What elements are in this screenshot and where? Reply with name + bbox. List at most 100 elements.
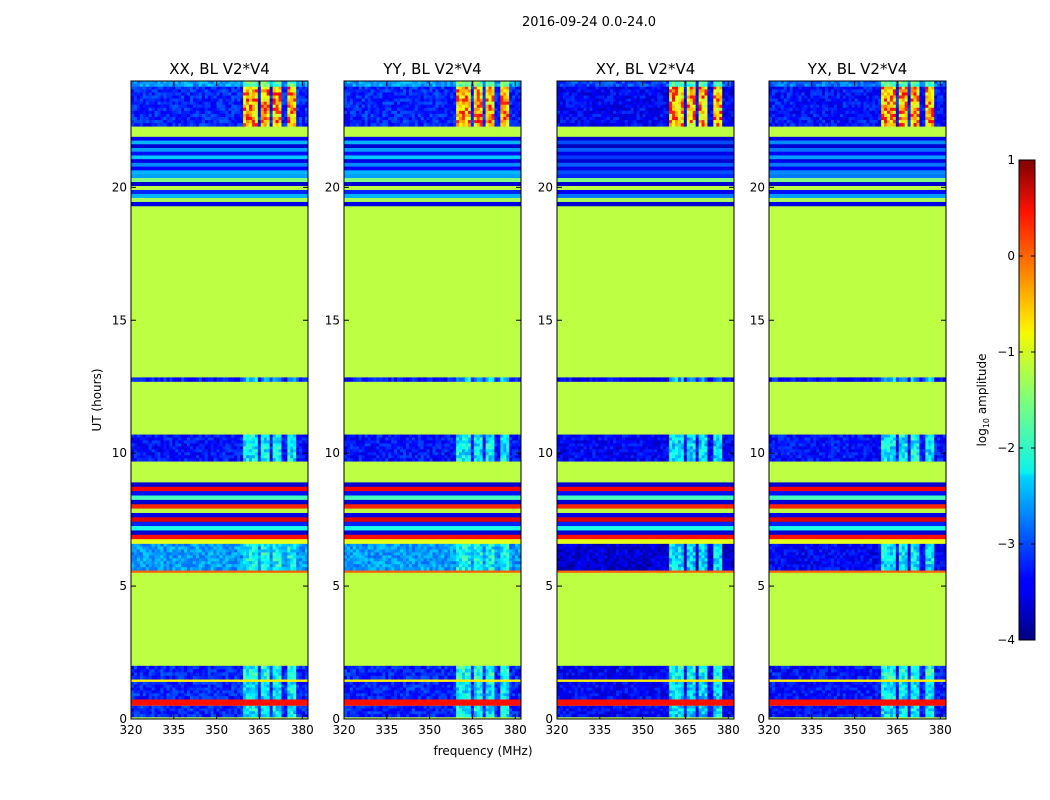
- pixel: [281, 672, 285, 677]
- pixel: [364, 714, 368, 718]
- pixel: [299, 549, 303, 553]
- pixel: [379, 564, 383, 568]
- pixel: [497, 377, 501, 382]
- pixel: [512, 696, 516, 700]
- pixel: [136, 705, 141, 709]
- pixel: [157, 95, 161, 99]
- pixel: [190, 452, 194, 456]
- stripe: [344, 136, 521, 141]
- pixel: [251, 561, 256, 565]
- pixel: [453, 549, 457, 553]
- pixel: [142, 110, 147, 115]
- pixel: [254, 693, 259, 697]
- pixel: [187, 672, 191, 677]
- pixel: [426, 558, 430, 562]
- pixel: [403, 437, 407, 441]
- pixel: [512, 543, 516, 547]
- pixel: [441, 452, 445, 456]
- pixel: [355, 546, 360, 550]
- pixel: [190, 665, 194, 670]
- pixel: [287, 564, 291, 568]
- pixel: [284, 123, 288, 127]
- pixel: [346, 696, 351, 700]
- pixel: [435, 681, 439, 686]
- pixel: [470, 437, 475, 441]
- pixel: [198, 669, 203, 673]
- pixel: [136, 113, 141, 118]
- pixel: [178, 95, 182, 99]
- pixel: [169, 123, 173, 127]
- pixel: [225, 120, 229, 124]
- pixel: [462, 452, 466, 456]
- pixel: [187, 120, 191, 124]
- pixel: [290, 440, 294, 444]
- pixel: [405, 434, 410, 438]
- pixel: [382, 434, 386, 438]
- pixel: [175, 107, 179, 112]
- pixel: [234, 714, 238, 718]
- pixel: [305, 561, 309, 565]
- pixel: [470, 665, 475, 670]
- pixel: [432, 434, 436, 438]
- pixel: [184, 81, 188, 85]
- pixel: [405, 440, 410, 444]
- pixel: [426, 675, 430, 680]
- pixel: [479, 452, 484, 456]
- pixel: [175, 110, 179, 115]
- pixel: [219, 687, 223, 691]
- pixel: [429, 696, 433, 700]
- pixel: [154, 705, 158, 709]
- pixel: [213, 113, 217, 118]
- pixel: [400, 665, 404, 670]
- pixel: [281, 684, 285, 688]
- pixel: [263, 107, 268, 112]
- pixel: [131, 555, 135, 559]
- pixel: [169, 549, 173, 553]
- pixel: [420, 543, 425, 547]
- pixel: [184, 449, 188, 453]
- pixel: [175, 113, 179, 118]
- pixel: [470, 555, 475, 559]
- pixel: [207, 672, 212, 677]
- pixel: [142, 86, 147, 90]
- pixel: [417, 440, 422, 444]
- pixel: [257, 558, 262, 562]
- pixel: [438, 687, 442, 691]
- pixel: [370, 446, 374, 450]
- pixel: [210, 675, 214, 680]
- pixel: [175, 123, 179, 127]
- pixel: [459, 555, 463, 559]
- pixel: [506, 455, 510, 459]
- pixel: [237, 690, 241, 694]
- pixel: [133, 440, 138, 444]
- pixel: [352, 549, 357, 553]
- pixel: [157, 83, 161, 87]
- pixel: [459, 564, 463, 568]
- pixel: [488, 708, 492, 712]
- pixel: [172, 564, 176, 568]
- pixel: [417, 546, 422, 550]
- pixel: [479, 437, 484, 441]
- pixel: [246, 705, 250, 709]
- pixel: [251, 81, 256, 85]
- pixel: [157, 89, 161, 93]
- stripe: [344, 147, 521, 153]
- pixel: [385, 549, 389, 553]
- pixel: [201, 669, 206, 673]
- pixel: [476, 455, 481, 459]
- pixel: [488, 549, 492, 553]
- pixel: [423, 693, 427, 697]
- pixel: [305, 92, 309, 96]
- pixel: [373, 546, 377, 550]
- pixel: [290, 89, 294, 93]
- pixel: [198, 440, 203, 444]
- pixel: [243, 546, 247, 550]
- pixel: [166, 449, 170, 453]
- pixel: [379, 458, 383, 462]
- pixel: [237, 558, 241, 562]
- pixel: [403, 693, 407, 697]
- pixel: [500, 434, 504, 438]
- pixel: [166, 543, 170, 547]
- pixel: [373, 443, 377, 447]
- pixel: [275, 101, 279, 106]
